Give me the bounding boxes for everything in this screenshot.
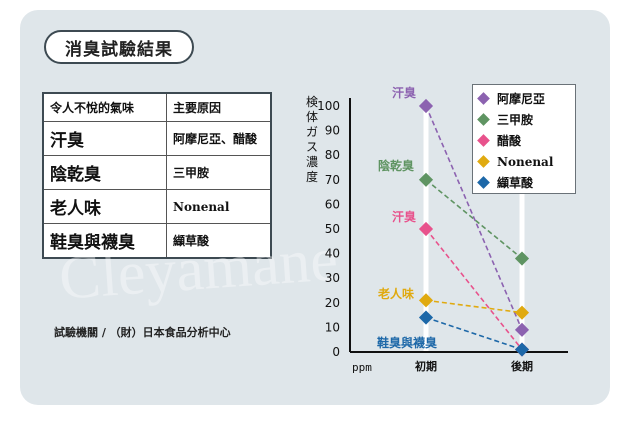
page-title: 消臭試驗結果 (44, 30, 194, 64)
series-odor-label: 鞋臭與襪臭 (377, 335, 437, 350)
unit-label: ppm (352, 361, 372, 374)
legend-label: Nonenal (497, 154, 554, 169)
table-row: 陰乾臭 三甲胺 (42, 155, 272, 190)
table-header-row: 令人不悅的氣味 主要原因 (42, 92, 272, 122)
cause-cell: 三甲胺 (166, 155, 272, 190)
watermark: Cleyamane (57, 225, 340, 312)
data-point (418, 221, 434, 237)
y-axis-label-char: 検 (306, 95, 318, 109)
y-tick-label: 20 (325, 296, 340, 310)
y-axis-label-char: 濃 (306, 155, 318, 169)
odor-cell: 老人味 (42, 189, 167, 224)
y-tick-label: 0 (332, 345, 340, 359)
legend-item: 阿摩尼亞 (477, 88, 569, 109)
series-line (425, 105, 523, 331)
data-point (514, 342, 530, 357)
y-axis-label-char: 体 (306, 110, 318, 124)
legend-marker (477, 155, 490, 168)
table-header-odor: 令人不悅的氣味 (42, 92, 167, 122)
series-odor-label: 老人味 (378, 286, 414, 301)
cause-cell: Nonenal (166, 189, 272, 224)
cause-cell: 纈草酸 (166, 223, 272, 259)
y-tick-label: 80 (325, 148, 340, 162)
chart-legend: 阿摩尼亞三甲胺醋酸 Nonenal 纈草酸 (472, 84, 576, 194)
cause-cell: 阿摩尼亞、醋酸 (166, 121, 272, 156)
data-point (418, 172, 434, 187)
odor-cell: 陰乾臭 (42, 155, 167, 190)
y-tick-label: 10 (325, 320, 340, 334)
legend-marker (477, 92, 490, 105)
legend-label: 纈草酸 (497, 176, 534, 190)
series-line (425, 228, 523, 351)
table-row: 鞋臭與襪臭 纈草酸 (42, 223, 272, 259)
x-tick-label: 後期 (511, 359, 533, 373)
legend-label: 三甲胺 (497, 113, 534, 127)
odor-cell: 鞋臭與襪臭 (42, 223, 167, 259)
table-row: 老人味 Nonenal (42, 189, 272, 224)
series-line (425, 316, 523, 351)
data-point (418, 293, 434, 308)
legend-item: 纈草酸 (477, 172, 569, 193)
y-axis-label-char: ス (306, 140, 318, 154)
series-odor-label: 汗臭 (392, 209, 416, 224)
legend-marker (477, 176, 490, 189)
y-tick-label: 40 (325, 247, 340, 261)
legend-label: 醋酸 (497, 134, 522, 148)
legend-label: 阿摩尼亞 (497, 92, 546, 106)
y-axis-label-char: 度 (306, 169, 318, 184)
series-odor-label: 汗臭 (392, 85, 416, 100)
y-axis-label-char: ガ (306, 125, 318, 139)
y-tick-label: 60 (325, 197, 340, 211)
y-tick-label: 100 (317, 99, 340, 113)
data-point (418, 98, 434, 114)
data-point (418, 310, 434, 325)
odor-table: 令人不悅的氣味 主要原因 汗臭 阿摩尼亞、醋酸 陰乾臭 三甲胺 老人味 None… (42, 92, 272, 259)
legend-item: 三甲胺 (477, 109, 569, 130)
test-source-note: 試驗機關 / （財）日本食品分析中心 (54, 326, 231, 339)
y-tick-label: 50 (325, 222, 340, 236)
y-tick-label: 90 (325, 124, 340, 138)
series-line (425, 179, 523, 260)
y-tick-label: 30 (325, 271, 340, 285)
legend-item: 醋酸 (477, 130, 569, 151)
legend-marker (477, 113, 490, 126)
legend-item: Nonenal (477, 151, 569, 172)
x-tick-label: 初期 (415, 359, 437, 373)
y-tick-label: 70 (325, 173, 340, 187)
data-point (514, 251, 530, 266)
series-odor-label: 陰乾臭 (378, 158, 414, 173)
data-point (514, 305, 530, 320)
legend-marker (477, 134, 490, 147)
series-line (425, 299, 523, 314)
data-point (514, 322, 530, 337)
